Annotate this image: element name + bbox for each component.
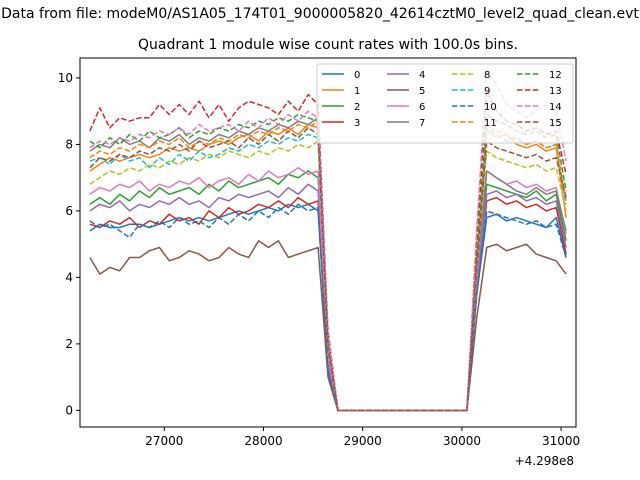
series-line-8: [89, 140, 567, 412]
legend-label-4: 4: [419, 70, 425, 81]
legend-label-0: 0: [354, 70, 360, 81]
x-tick-label: 31000: [542, 434, 580, 448]
axes-frame: [79, 57, 577, 428]
legend-label-1: 1: [354, 86, 360, 97]
series-layer: [89, 70, 567, 412]
y-tick-label: 10: [58, 71, 73, 85]
legend-label-8: 8: [484, 70, 490, 81]
legend-label-2: 2: [354, 102, 360, 113]
legend-label-15: 15: [549, 118, 562, 129]
chart-title: Quadrant 1 module wise count rates with …: [138, 37, 518, 53]
legend-label-11: 11: [484, 118, 497, 129]
legend-label-3: 3: [354, 118, 360, 129]
legend-label-6: 6: [419, 102, 425, 113]
series-line-13: [89, 90, 567, 412]
y-tick-label: 8: [65, 137, 73, 151]
legend-label-13: 13: [549, 86, 562, 97]
y-tick-label: 2: [65, 337, 73, 351]
legend-frame: [316, 63, 574, 144]
legend-label-14: 14: [549, 102, 562, 113]
x-offset-label: +4.298e8: [515, 454, 574, 468]
x-tick-label: 27000: [145, 434, 183, 448]
legend-label-12: 12: [549, 70, 562, 81]
x-tick-label: 28000: [244, 434, 282, 448]
y-tick-label: 4: [65, 270, 73, 284]
legend-label-7: 7: [419, 118, 425, 129]
x-tick-label: 30000: [443, 434, 481, 448]
series-line-10: [89, 203, 567, 412]
legend-label-10: 10: [484, 102, 497, 113]
x-axis: 27000 28000 29000 30000 31000: [145, 427, 580, 448]
legend-label-9: 9: [484, 86, 490, 97]
figure-suptitle: Data from file: modeM0/AS1A05_174T01_900…: [1, 6, 639, 22]
y-axis: 0 2 4 6 8 10: [58, 71, 80, 417]
plot-area: [79, 57, 577, 428]
y-tick-label: 6: [65, 204, 73, 218]
x-tick-label: 29000: [344, 434, 382, 448]
series-line-5: [89, 240, 567, 412]
series-line-15: [89, 127, 567, 412]
y-tick-label: 0: [65, 403, 73, 417]
legend-label-5: 5: [419, 86, 425, 97]
